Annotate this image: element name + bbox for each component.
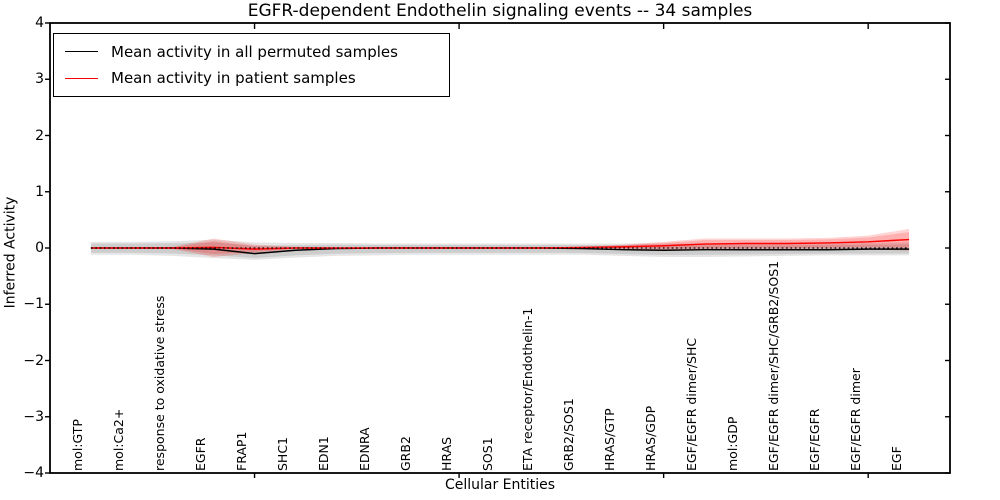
- y-tick-label: −4: [23, 465, 44, 481]
- x-category-label: EGF/EGFR: [806, 408, 822, 471]
- x-category-label: response to oxidative stress: [152, 295, 168, 471]
- x-category-label: ETA receptor/Endothelin-1: [520, 307, 536, 471]
- x-category-label: EDN1: [315, 436, 331, 471]
- x-category-label: EGF: [888, 446, 904, 471]
- legend-label: Mean activity in patient samples: [111, 69, 356, 88]
- y-tick-label: 2: [35, 127, 44, 144]
- patient-mean-line: [90, 238, 910, 250]
- x-category-label: EGF/EGFR dimer: [847, 368, 863, 471]
- y-tick-label: 3: [35, 71, 44, 88]
- x-category-label: mol:Ca2+: [111, 408, 127, 471]
- x-category-label: EGF/EGFR dimer/SHC: [684, 337, 700, 471]
- y-tick-label: −3: [23, 408, 44, 425]
- x-category-label: FRAP1: [234, 431, 250, 471]
- legend-entry-patient: Mean activity in patient samples: [65, 69, 449, 87]
- x-axis-title: Cellular Entities: [444, 477, 556, 493]
- patient-line-swatch: [65, 77, 98, 79]
- permuted-band: [90, 242, 910, 258]
- y-tick-label: 4: [35, 15, 44, 31]
- y-tick-label: 0: [35, 240, 44, 256]
- legend-entry-permuted: Mean activity in all permuted samples: [65, 43, 449, 61]
- y-tick-label: 1: [35, 183, 44, 200]
- y-tick-label: −2: [23, 352, 44, 369]
- legend: Mean activity in all permuted samples Me…: [53, 33, 450, 97]
- x-category-label: HRAS/GDP: [643, 405, 659, 471]
- x-category-label: EGF/EGFR dimer/SHC/GRB2/SOS1: [765, 260, 781, 471]
- y-tick-label: −1: [23, 296, 44, 313]
- chart-title: EGFR-dependent Endothelin signaling even…: [247, 1, 753, 21]
- x-category-label: SOS1: [479, 437, 495, 471]
- x-category-label: EDNRA: [356, 427, 372, 471]
- x-category-label: HRAS: [438, 436, 454, 471]
- x-category-label: GRB2: [397, 436, 413, 471]
- x-category-label: EGFR: [193, 437, 209, 471]
- legend-label: Mean activity in all permuted samples: [111, 42, 398, 61]
- x-category-label: GRB2/SOS1: [561, 398, 577, 471]
- permuted-line-swatch: [65, 51, 98, 53]
- x-category-label: HRAS/GTP: [602, 408, 618, 471]
- x-category-label: mol:GTP: [70, 419, 86, 471]
- x-category-label: SHC1: [274, 436, 290, 471]
- x-category-label: mol:GDP: [724, 416, 740, 471]
